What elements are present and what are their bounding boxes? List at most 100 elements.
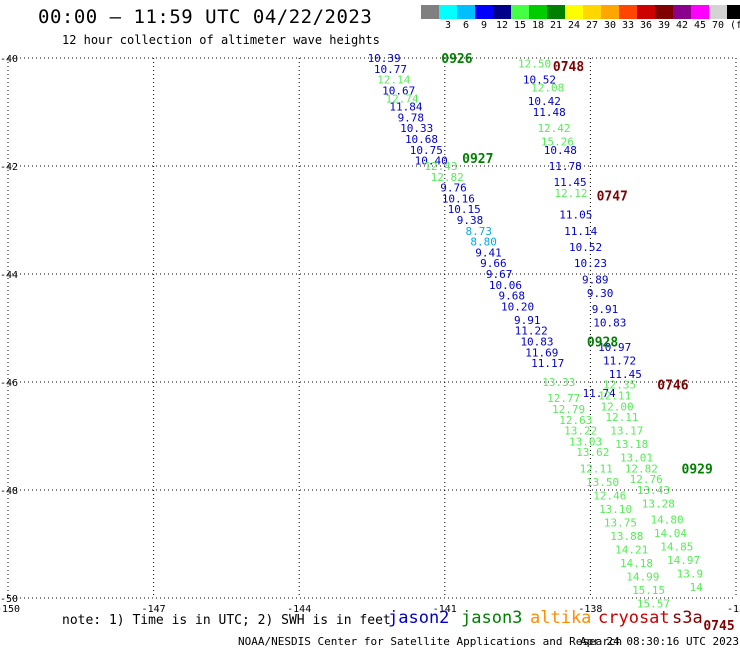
- color-scale-label: 24: [567, 20, 581, 31]
- swh-value: 10.83: [520, 336, 553, 349]
- swh-value: 11.45: [553, 176, 586, 189]
- swh-value: 12.11: [598, 390, 631, 403]
- footer-note: note: 1) Time is in UTC; 2) SWH is in fe…: [62, 613, 391, 628]
- lat-tick-label: -46: [0, 378, 18, 389]
- swh-value: 9.66: [480, 257, 507, 270]
- swh-value: 9.41: [475, 246, 502, 259]
- color-swatch: [421, 5, 439, 19]
- swh-value: 9.38: [457, 214, 484, 227]
- swh-value: 15.15: [632, 584, 665, 597]
- legend-item-cryosat: cryosat: [598, 608, 670, 628]
- color-scale-label: 30: [603, 20, 617, 31]
- swh-value: 13.18: [615, 438, 648, 451]
- swh-value: 13.01: [620, 452, 653, 465]
- swh-value: 11.14: [564, 225, 597, 238]
- swh-value: 10.40: [415, 155, 448, 168]
- legend-item-altika: altika: [530, 608, 592, 628]
- swh-value: 13.17: [610, 425, 643, 438]
- lat-tick-label: -40: [0, 54, 18, 65]
- color-swatch: [493, 5, 511, 19]
- legend-item-jason2: jason2: [388, 608, 450, 628]
- color-scale-label: 70: [711, 20, 725, 31]
- lat-tick-label: -50: [0, 594, 18, 605]
- color-scale-label: 18: [531, 20, 545, 31]
- color-scale-label: 45: [693, 20, 707, 31]
- swh-value: 11.22: [515, 325, 548, 338]
- color-scale-label: 36: [639, 20, 653, 31]
- lon-tick-label: -141: [433, 604, 457, 615]
- swh-value: 13.03: [569, 435, 602, 448]
- swh-value: 12.11: [580, 462, 613, 475]
- swh-value: 9.78: [398, 111, 425, 124]
- swh-value: 12.46: [593, 489, 626, 502]
- swh-value: 12.42: [537, 122, 570, 135]
- color-scale-label: 33: [621, 20, 635, 31]
- swh-value: 12.43: [424, 160, 457, 173]
- color-swatch: [439, 5, 457, 19]
- swh-value: 12.74: [386, 93, 419, 106]
- swh-value: 12.08: [531, 82, 564, 95]
- swh-value: 9.67: [486, 268, 513, 281]
- swh-value: 13.22: [564, 425, 597, 438]
- swh-value: 10.52: [523, 74, 556, 87]
- swh-value: 10.75: [410, 144, 443, 157]
- swh-value: 12.14: [377, 74, 410, 87]
- swh-value: 13.75: [604, 516, 637, 529]
- color-swatch: [583, 5, 601, 19]
- swh-value: 13.9: [677, 568, 704, 581]
- pass-time-label: 0927: [462, 152, 493, 167]
- color-swatch: [637, 5, 655, 19]
- pass-time-label: 0746: [657, 379, 688, 394]
- swh-value: 12.35: [603, 379, 636, 392]
- swh-value: 14: [690, 581, 704, 594]
- swh-value: 13.33: [542, 376, 575, 389]
- swh-value: 13.10: [599, 503, 632, 516]
- swh-value: 9.91: [514, 314, 541, 327]
- color-scale-label: 21: [549, 20, 563, 31]
- swh-value: 9.76: [440, 182, 467, 195]
- lon-tick-label: -147: [142, 604, 166, 615]
- swh-value: 10.20: [501, 300, 534, 313]
- swh-value: 10.42: [528, 95, 561, 108]
- swh-value: 13.28: [642, 498, 675, 511]
- swh-value: 11.84: [389, 101, 422, 114]
- swh-value: 10.68: [405, 133, 438, 146]
- lat-tick-label: -42: [0, 162, 18, 173]
- swh-value: 10.77: [374, 63, 407, 76]
- color-swatch: [691, 5, 709, 19]
- swh-value: 10.97: [598, 341, 631, 354]
- swh-value: 11.17: [531, 357, 564, 370]
- legend-item-s3a: s3a: [672, 608, 703, 628]
- swh-value: 11.69: [525, 346, 558, 359]
- swh-value: 11.72: [603, 354, 636, 367]
- swh-value: 12.77: [547, 392, 580, 405]
- color-swatch: [511, 5, 529, 19]
- swh-value: 11.45: [609, 368, 642, 381]
- swh-value: 11.78: [549, 160, 582, 173]
- swh-value: 14.80: [651, 514, 684, 527]
- generation-timestamp: Apr 24 08:30:16 UTC 2023: [580, 635, 739, 648]
- swh-value: 13.88: [610, 530, 643, 543]
- swh-value: 9.91: [592, 303, 619, 316]
- swh-value: 13.50: [586, 476, 619, 489]
- lon-tick-label: -13: [727, 604, 740, 615]
- color-scale-bar: [421, 5, 740, 19]
- swh-value: 12.63: [559, 414, 592, 427]
- swh-value: 14.97: [667, 554, 700, 567]
- swh-value: 10.23: [574, 257, 607, 270]
- swh-value: 10.39: [368, 52, 401, 65]
- color-swatch: [529, 5, 547, 19]
- swh-value: 12.50: [518, 57, 551, 70]
- color-swatch: [727, 5, 740, 19]
- swh-value: 12.12: [554, 187, 587, 200]
- swh-value: 13.62: [576, 446, 609, 459]
- color-swatch: [709, 5, 727, 19]
- pass-time-label: 0748: [553, 60, 584, 75]
- swh-value: 10.16: [442, 192, 475, 205]
- color-swatch: [673, 5, 691, 19]
- swh-value: 14.99: [626, 570, 659, 583]
- swh-value: 10.67: [382, 84, 415, 97]
- lon-tick-label: -144: [287, 604, 311, 615]
